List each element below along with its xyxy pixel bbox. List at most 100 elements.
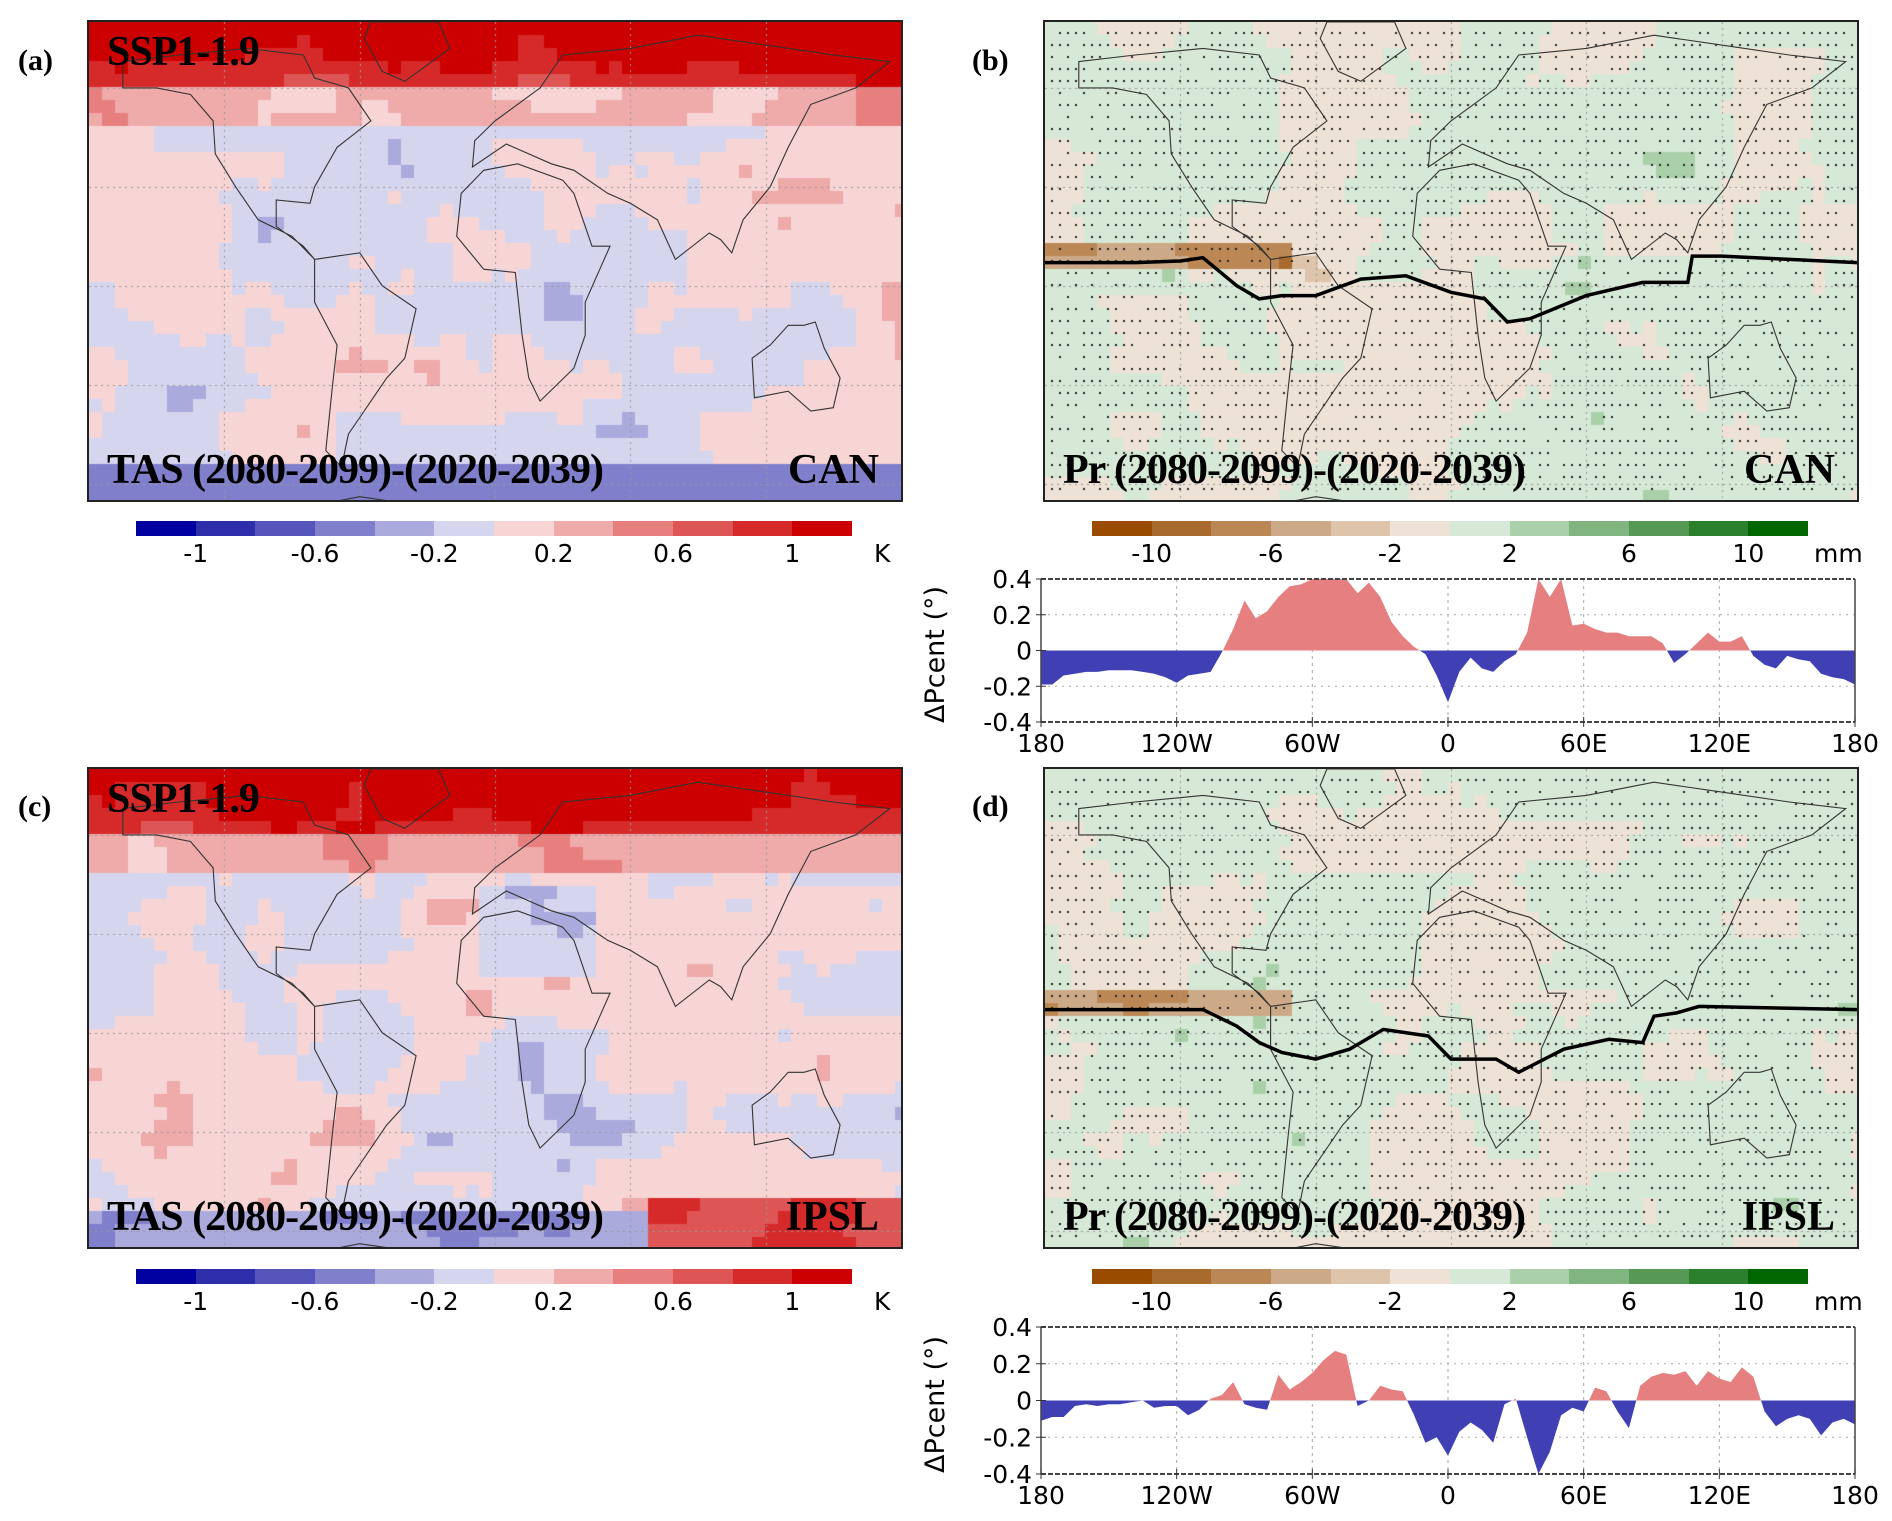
coastline-overlay bbox=[1078, 22, 1848, 500]
y-tick-label: 0.2 bbox=[992, 601, 1032, 630]
y-tick-label: 0.4 bbox=[992, 565, 1032, 594]
colorbar-segment bbox=[792, 521, 853, 536]
coastline bbox=[363, 22, 451, 82]
x-tick-label: 60E bbox=[1560, 1481, 1608, 1510]
itcz-line bbox=[1045, 254, 1857, 324]
colorbar-segment bbox=[673, 521, 733, 536]
colorbar-tick-label: 2 bbox=[1501, 1287, 1518, 1316]
x-tick-label: 0 bbox=[1440, 729, 1456, 758]
colorbar-segment bbox=[1390, 1269, 1451, 1284]
coastline bbox=[339, 496, 387, 500]
colorbar-segment bbox=[1629, 521, 1689, 536]
colorbar-segment bbox=[792, 1269, 853, 1284]
colorbar-swatches bbox=[1092, 1269, 1809, 1284]
x-tick-label: 180 bbox=[1017, 1481, 1065, 1510]
colorbar-segment bbox=[1629, 1269, 1689, 1284]
colorbar-segment bbox=[1211, 521, 1272, 536]
colorbar-segment bbox=[732, 1269, 793, 1284]
colorbar-segment bbox=[1509, 1269, 1570, 1284]
coastline bbox=[751, 1068, 841, 1159]
x-tick-label: 60W bbox=[1284, 1481, 1341, 1510]
x-tick-label: 120W bbox=[1140, 1481, 1212, 1510]
colorbar-tick-label: -1 bbox=[183, 1287, 209, 1316]
y-axis-label: ΔPcent (°) bbox=[920, 1336, 951, 1473]
colorbar-segment bbox=[195, 1269, 256, 1284]
colorbar-tick-label: 0.6 bbox=[653, 539, 693, 568]
colorbar-segment bbox=[1450, 1269, 1510, 1284]
colorbar-segment bbox=[613, 521, 674, 536]
coastline bbox=[1078, 47, 1328, 260]
colorbar-segment bbox=[1748, 521, 1809, 536]
colorbar-swatches bbox=[1092, 521, 1809, 536]
colorbar-segment bbox=[1688, 521, 1749, 536]
tas-map-ipsl-raster bbox=[89, 769, 901, 1247]
colorbar-unit: K bbox=[874, 1287, 891, 1316]
y-tick-label: 0.4 bbox=[992, 1313, 1032, 1342]
map-title: TAS (2080-2099)-(2020-2039) bbox=[107, 1194, 604, 1240]
colorbar-segment bbox=[553, 521, 614, 536]
colorbar-tick-label: 2 bbox=[1501, 539, 1518, 568]
map-title: Pr (2080-2099)-(2020-2039) bbox=[1063, 447, 1526, 493]
colorbar-segment bbox=[1569, 1269, 1630, 1284]
positive-area bbox=[1041, 1350, 1855, 1401]
colorbar-segment bbox=[1271, 1269, 1331, 1284]
coastline bbox=[751, 321, 841, 412]
y-tick-label: -0.2 bbox=[983, 1423, 1032, 1452]
coastline bbox=[1412, 910, 1567, 1150]
colorbar-tick-label: -10 bbox=[1131, 539, 1173, 568]
colorbar-tick-label: 6 bbox=[1621, 539, 1637, 568]
pr-map-can: Pr (2080-2099)-(2020-2039) CAN bbox=[1043, 20, 1859, 502]
coastline bbox=[1707, 321, 1797, 412]
colorbar-tick-label: -1 bbox=[183, 539, 209, 568]
colorbar-segment bbox=[136, 1269, 196, 1284]
colorbar-tick-label: -2 bbox=[1377, 539, 1403, 568]
colorbar-segment bbox=[374, 1269, 435, 1284]
y-tick-label: 0 bbox=[1016, 637, 1032, 666]
colorbar-segment bbox=[1330, 521, 1391, 536]
coastline bbox=[1412, 163, 1567, 403]
x-tick-label: 120E bbox=[1688, 729, 1752, 758]
colorbar-segment bbox=[434, 521, 495, 536]
x-tick-label: 120W bbox=[1140, 729, 1212, 758]
colorbar-segment bbox=[613, 1269, 674, 1284]
coastline bbox=[314, 999, 417, 1216]
colorbar-tick-label: 6 bbox=[1621, 1287, 1637, 1316]
colorbar-tick-label: -0.6 bbox=[290, 539, 340, 568]
colorbar-segment bbox=[315, 521, 375, 536]
colorbar-tick-label: 0.2 bbox=[533, 539, 574, 568]
colorbar-segment bbox=[1450, 521, 1510, 536]
y-tick-label: -0.4 bbox=[983, 708, 1032, 737]
colorbar-segment bbox=[494, 521, 554, 536]
itcz-path bbox=[1045, 254, 1857, 324]
colorbar-segment bbox=[553, 1269, 614, 1284]
tas-map-can: SSP1-1.9 TAS (2080-2099)-(2020-2039) CAN bbox=[87, 20, 903, 502]
coastline bbox=[314, 252, 417, 469]
colorbar-segment bbox=[1092, 521, 1152, 536]
colorbar-unit: K bbox=[874, 539, 891, 568]
colorbar-tick-label: -2 bbox=[1377, 1287, 1403, 1316]
coastline bbox=[363, 769, 451, 829]
coastline bbox=[1270, 999, 1373, 1216]
colorbar-unit: mm bbox=[1814, 539, 1863, 568]
itcz-path bbox=[1045, 1004, 1857, 1075]
colorbar-segment bbox=[374, 521, 435, 536]
positive-area bbox=[1041, 579, 1855, 651]
panel-label-a: (a) bbox=[18, 44, 53, 77]
colorbar-tick-label: -6 bbox=[1258, 1287, 1284, 1316]
colorbar-tick-label: 10 bbox=[1732, 539, 1765, 568]
colorbar-segment bbox=[732, 521, 793, 536]
colorbar-tick-label: -0.2 bbox=[409, 539, 459, 568]
delta-pcent-chart-can: -0.4 -0.2 0 0.2 0.4 180 120W 60W 0 60E 120E 180 ΔPce… bbox=[920, 565, 1879, 758]
panel-label-d: (d) bbox=[972, 790, 1009, 823]
colorbar-unit: mm bbox=[1814, 1287, 1863, 1316]
colorbar-segment bbox=[255, 1269, 316, 1284]
colorbar-tick-label: -0.2 bbox=[409, 1287, 459, 1316]
coastline bbox=[471, 34, 892, 261]
y-axis-label: ΔPcent (°) bbox=[920, 586, 951, 723]
scenario-label: SSP1-1.9 bbox=[107, 29, 260, 75]
colorbar-tick-label: 10 bbox=[1732, 1287, 1765, 1316]
coastline bbox=[1427, 34, 1848, 261]
model-label: IPSL bbox=[785, 1194, 879, 1240]
coastline bbox=[456, 163, 611, 403]
coastline bbox=[1427, 781, 1848, 1008]
